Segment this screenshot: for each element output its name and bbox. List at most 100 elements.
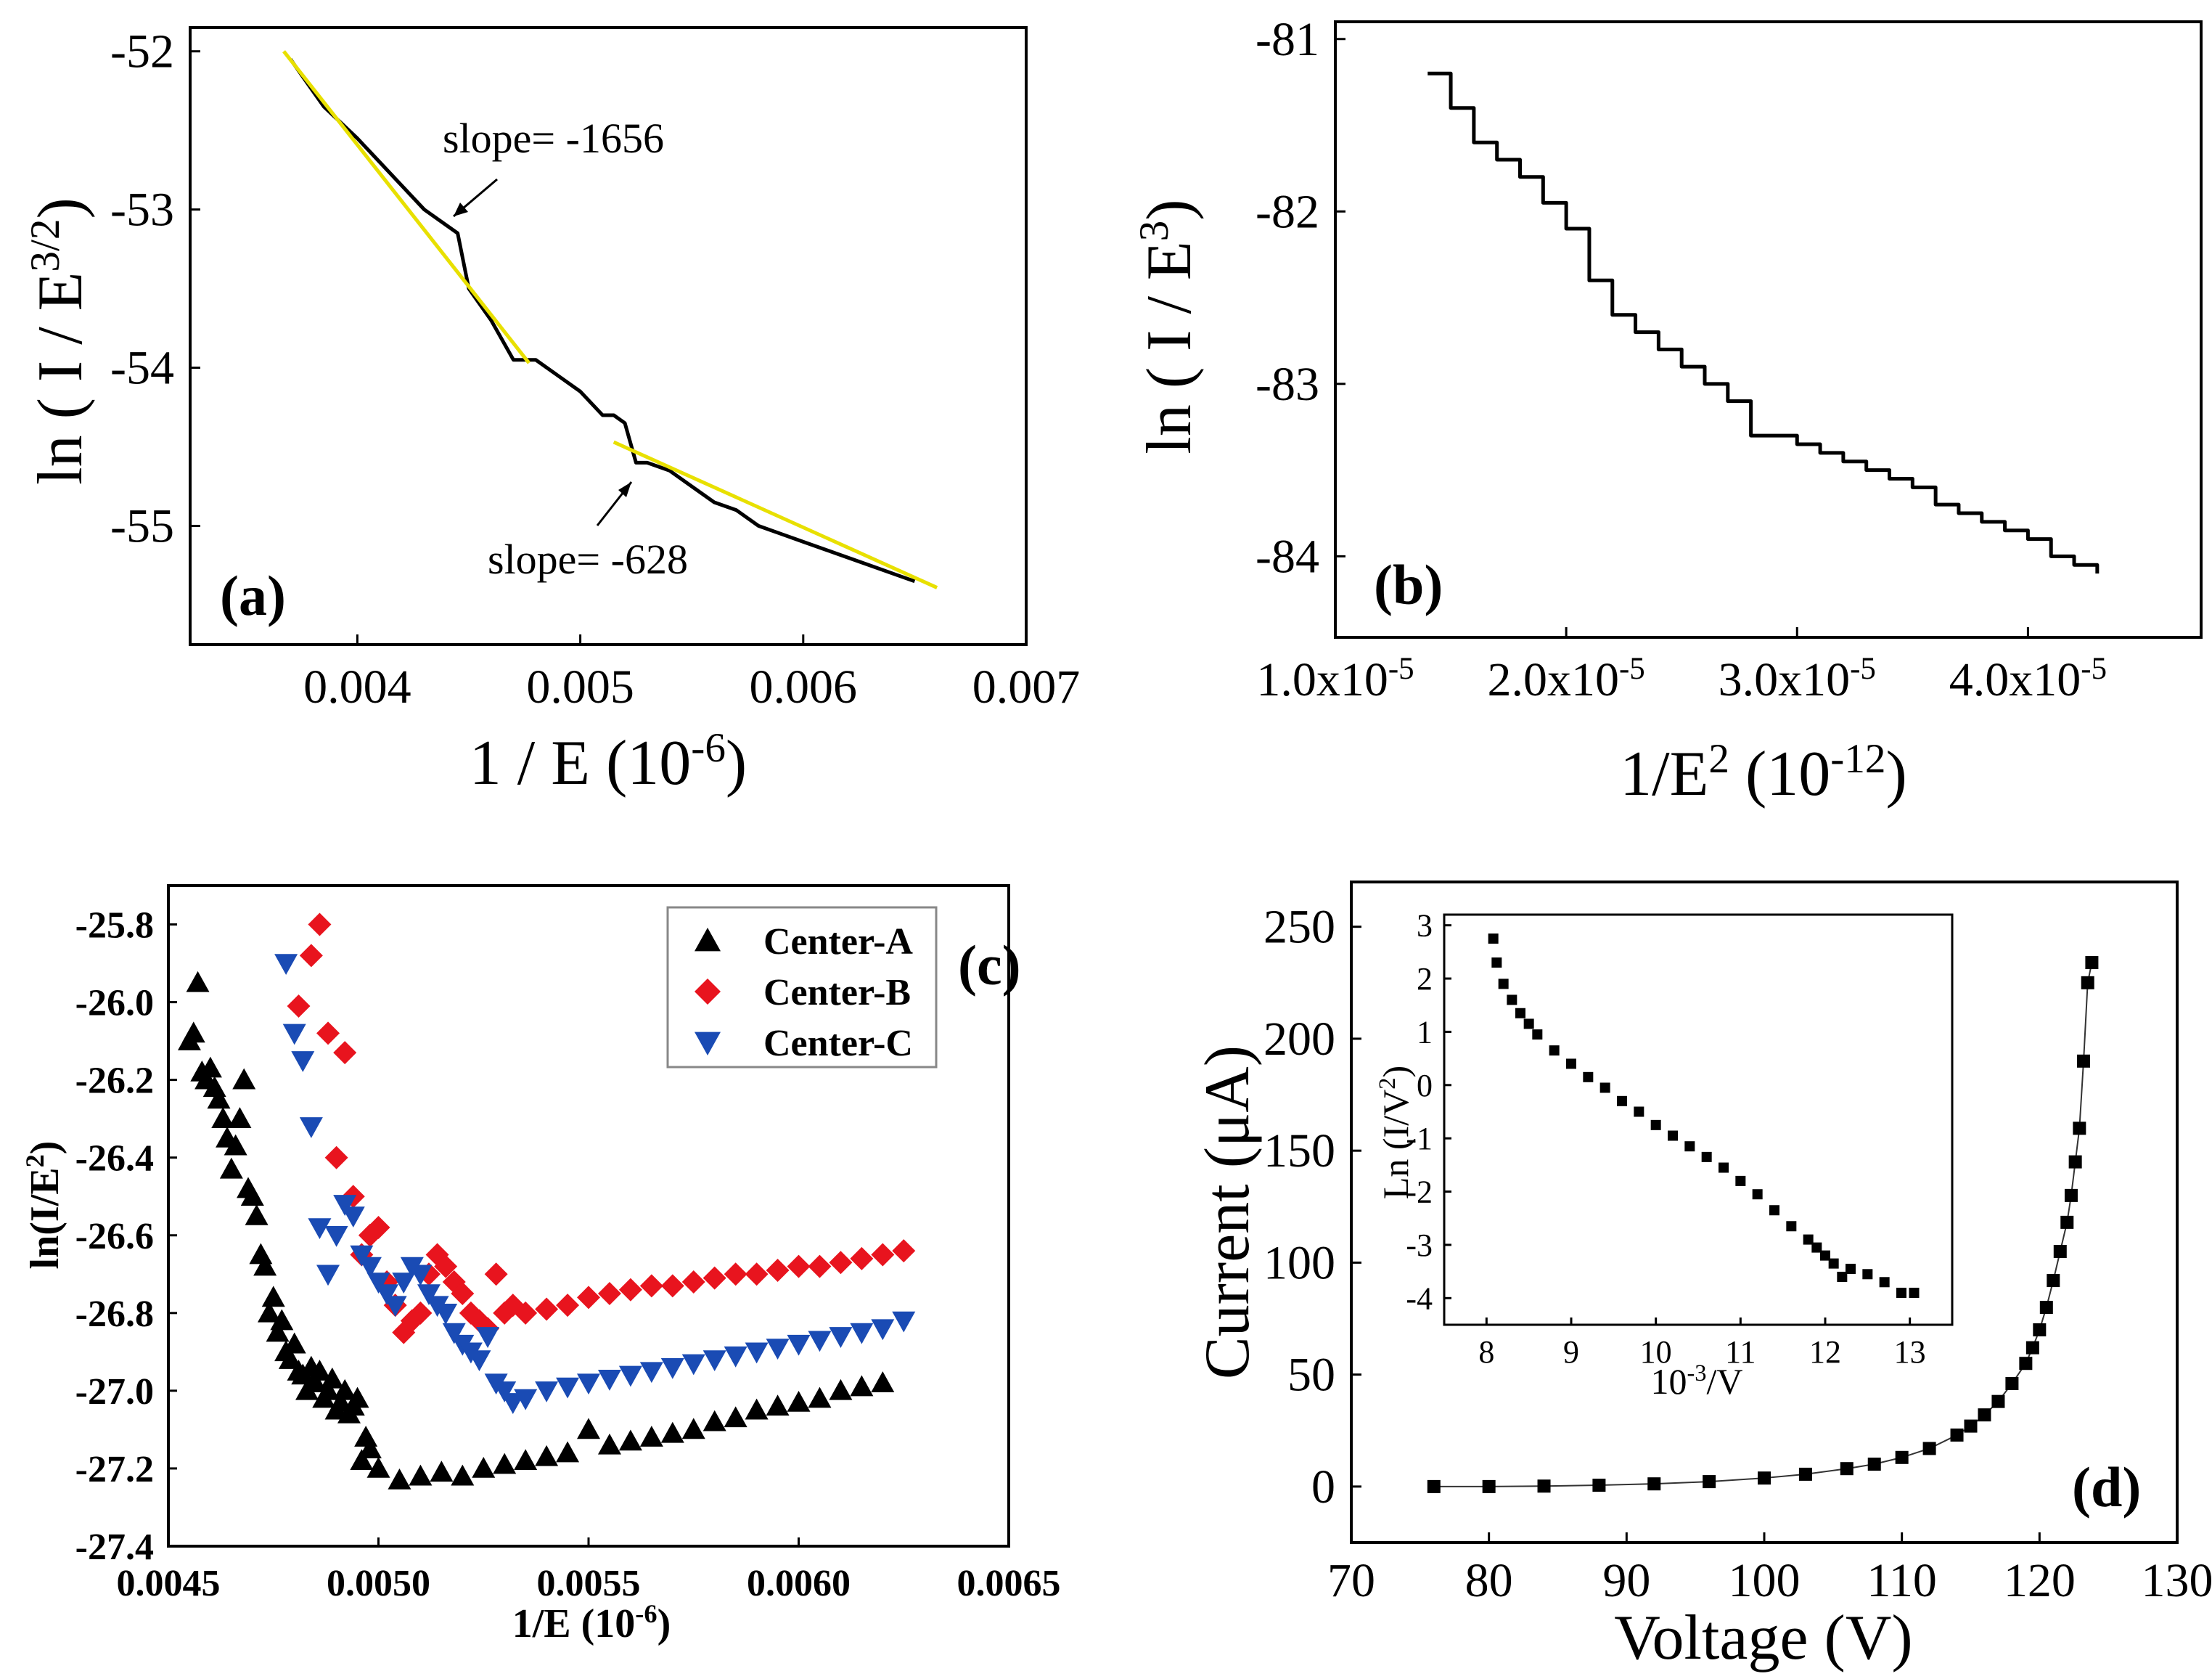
data-point bbox=[1647, 1477, 1661, 1491]
data-point bbox=[745, 1262, 769, 1286]
inset-data-point bbox=[1668, 1130, 1678, 1141]
x-axis-label: Voltage (V) bbox=[1614, 1603, 1912, 1673]
y-axis-label: ln(I/E2) bbox=[20, 1141, 67, 1270]
inset-data-point bbox=[1820, 1250, 1830, 1261]
data-point bbox=[1922, 1442, 1936, 1455]
y-tick-label: -27.4 bbox=[75, 1527, 154, 1568]
data-point bbox=[274, 954, 298, 976]
inset-data-point bbox=[1909, 1287, 1920, 1298]
data-point bbox=[383, 1296, 407, 1318]
y-tick-label: -2 bbox=[1406, 1175, 1433, 1210]
x-tick-label: 0.0050 bbox=[327, 1563, 430, 1604]
legend-marker bbox=[695, 979, 721, 1005]
data-point bbox=[329, 1390, 353, 1412]
data-point bbox=[1758, 1471, 1771, 1485]
data-point bbox=[224, 1134, 247, 1156]
plot-frame bbox=[1443, 913, 1954, 1326]
x-tick-label: 9 bbox=[1563, 1334, 1579, 1370]
data-point bbox=[409, 1301, 433, 1325]
inset-data-point bbox=[1617, 1095, 1627, 1106]
data-point bbox=[766, 1394, 790, 1416]
data-point bbox=[2019, 1357, 2033, 1370]
x-tick-label: 0.007 bbox=[972, 661, 1081, 714]
inset-data-point bbox=[1599, 1082, 1610, 1093]
x-tick-label: 2.0x10-5 bbox=[1488, 652, 1645, 707]
y-tick-label: -54 bbox=[110, 342, 174, 395]
x-axis-label: 1/E (10-6) bbox=[512, 1599, 671, 1646]
data-point bbox=[681, 1418, 705, 1439]
data-point bbox=[211, 1107, 235, 1128]
data-point bbox=[639, 1274, 663, 1298]
data-point bbox=[514, 1301, 538, 1325]
slope-annotation: slope= -1656 bbox=[443, 115, 664, 162]
data-point bbox=[316, 1265, 340, 1286]
y-tick-label: 50 bbox=[1287, 1349, 1335, 1402]
panel-b: 1.0x10-5 2.0x10-5 3.0x10-5 4.0x10-5 -81 -82 -8… bbox=[1131, 13, 2203, 809]
x-axis-label: 1 / E (10-6) bbox=[470, 725, 747, 799]
inset-data-point bbox=[1828, 1258, 1839, 1269]
data-point bbox=[345, 1386, 369, 1408]
data-point bbox=[808, 1331, 832, 1352]
data-point bbox=[493, 1453, 517, 1474]
x-tick-label: 13 bbox=[1894, 1334, 1926, 1370]
data-point bbox=[2047, 1274, 2060, 1288]
x-tick-label: 110 bbox=[1867, 1554, 1937, 1607]
data-point bbox=[2064, 1188, 2078, 1202]
inset-data-point bbox=[1566, 1058, 1576, 1069]
inset-data-point bbox=[1684, 1141, 1695, 1152]
data-point bbox=[829, 1251, 853, 1275]
data-point bbox=[207, 1087, 231, 1109]
y-axis-label: ln ( I / E3) bbox=[1131, 199, 1205, 454]
data-point bbox=[257, 1301, 281, 1323]
inset-data-point bbox=[1515, 1008, 1525, 1018]
y-tick-label: -3 bbox=[1406, 1227, 1433, 1263]
panel-a: 0.004 0.005 0.006 0.007 -52 -53 -54 -55 slope= -… bbox=[22, 25, 1081, 798]
data-point bbox=[2033, 1323, 2047, 1336]
data-point bbox=[618, 1429, 642, 1451]
data-point bbox=[745, 1398, 769, 1420]
x-tick-label: 130 bbox=[2142, 1554, 2212, 1607]
data-point bbox=[409, 1464, 433, 1486]
y-tick-label: -55 bbox=[110, 500, 174, 553]
data-point bbox=[724, 1346, 747, 1368]
x-tick-label: 8 bbox=[1478, 1334, 1494, 1370]
data-point bbox=[1950, 1428, 1964, 1442]
data-point bbox=[1867, 1458, 1881, 1471]
inset-data-point bbox=[1532, 1029, 1543, 1040]
x-tick-label: 0.006 bbox=[750, 661, 858, 714]
inset-data-point bbox=[1523, 1018, 1534, 1029]
data-point bbox=[1964, 1419, 1978, 1433]
fit-line bbox=[613, 440, 938, 589]
legend: Center-A Center-B Center-C bbox=[666, 906, 938, 1069]
data-point bbox=[2053, 1244, 2067, 1258]
inset-data-point bbox=[1735, 1175, 1746, 1186]
data-point bbox=[375, 1284, 399, 1306]
data-point bbox=[660, 1421, 684, 1443]
data-point bbox=[299, 1117, 323, 1138]
data-point bbox=[660, 1357, 684, 1379]
data-point bbox=[324, 1225, 348, 1247]
data-point bbox=[186, 971, 210, 992]
data-point bbox=[724, 1406, 747, 1428]
data-point bbox=[451, 1464, 475, 1486]
data-point bbox=[354, 1426, 378, 1447]
data-point bbox=[556, 1294, 580, 1318]
legend-marker bbox=[695, 1031, 721, 1055]
legend-label: Center-C bbox=[763, 1023, 913, 1064]
data-point bbox=[484, 1262, 508, 1286]
data-point bbox=[681, 1270, 705, 1294]
data-point bbox=[249, 1243, 273, 1265]
x-tick-label: 0.005 bbox=[526, 661, 634, 714]
data-point bbox=[232, 1068, 256, 1090]
inset-data-point bbox=[1811, 1242, 1822, 1253]
data-point bbox=[282, 1332, 306, 1354]
data-point bbox=[308, 1218, 332, 1240]
y-tick-label: 100 bbox=[1263, 1236, 1335, 1289]
data-point bbox=[1592, 1479, 1606, 1492]
data-point bbox=[766, 1258, 790, 1282]
data-point bbox=[577, 1286, 600, 1310]
y-tick-label: 250 bbox=[1263, 901, 1335, 954]
y-tick-label: 0 bbox=[1311, 1461, 1335, 1513]
y-tick-label: -53 bbox=[110, 184, 174, 237]
